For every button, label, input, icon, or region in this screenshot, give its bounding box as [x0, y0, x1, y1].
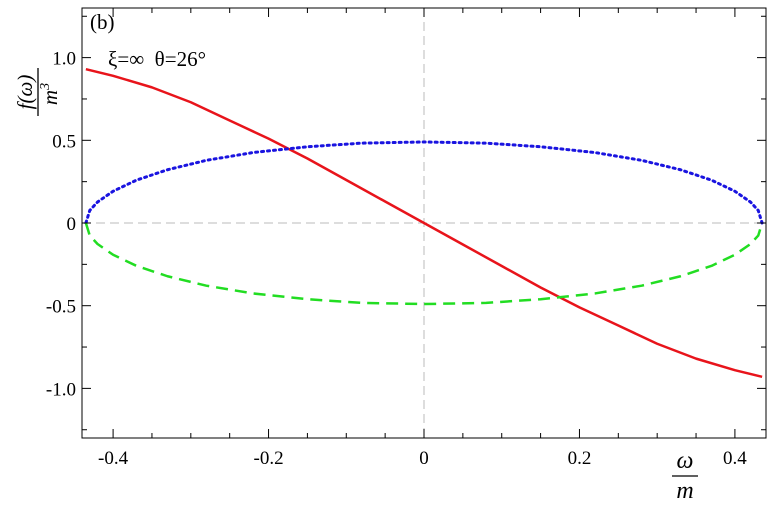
y-tick-label: -0.5 — [46, 297, 76, 318]
series-line-3 — [84, 222, 764, 306]
x-tick-label: 0.4 — [723, 448, 747, 469]
x-axis-label: ω m — [672, 448, 698, 504]
x-tick-label: 0.2 — [568, 448, 592, 469]
panel-label: (b) — [90, 10, 115, 34]
y-tick-label: 1.0 — [52, 49, 76, 70]
y-tick-label: 0 — [67, 214, 77, 235]
y-tick-label: 0.5 — [52, 131, 76, 152]
ticks-layer: -0.4 -0.2 0 0.2 0.4 1.0 0.5 0 -0.5 -1.0 — [46, 8, 766, 469]
y-label-denominator: m3 — [38, 83, 62, 105]
annotation: ξ=∞ θ=26° — [108, 47, 206, 71]
x-label-numerator: ω — [677, 448, 694, 474]
series-line-2 — [84, 140, 764, 225]
series-layer — [84, 67, 764, 379]
y-label-numerator: f(ω) — [13, 75, 37, 110]
x-tick-label: -0.2 — [254, 448, 284, 469]
y-label-exponent: 3 — [38, 83, 53, 91]
y-label-base: m — [38, 90, 62, 105]
series-line-1 — [85, 67, 763, 379]
x-tick-label: 0 — [419, 448, 429, 469]
y-tick-label: -1.0 — [46, 379, 76, 400]
x-label-denominator: m — [676, 478, 693, 504]
x-tick-label: -0.4 — [98, 448, 129, 469]
y-axis-label: f(ω) m3 — [13, 68, 62, 116]
